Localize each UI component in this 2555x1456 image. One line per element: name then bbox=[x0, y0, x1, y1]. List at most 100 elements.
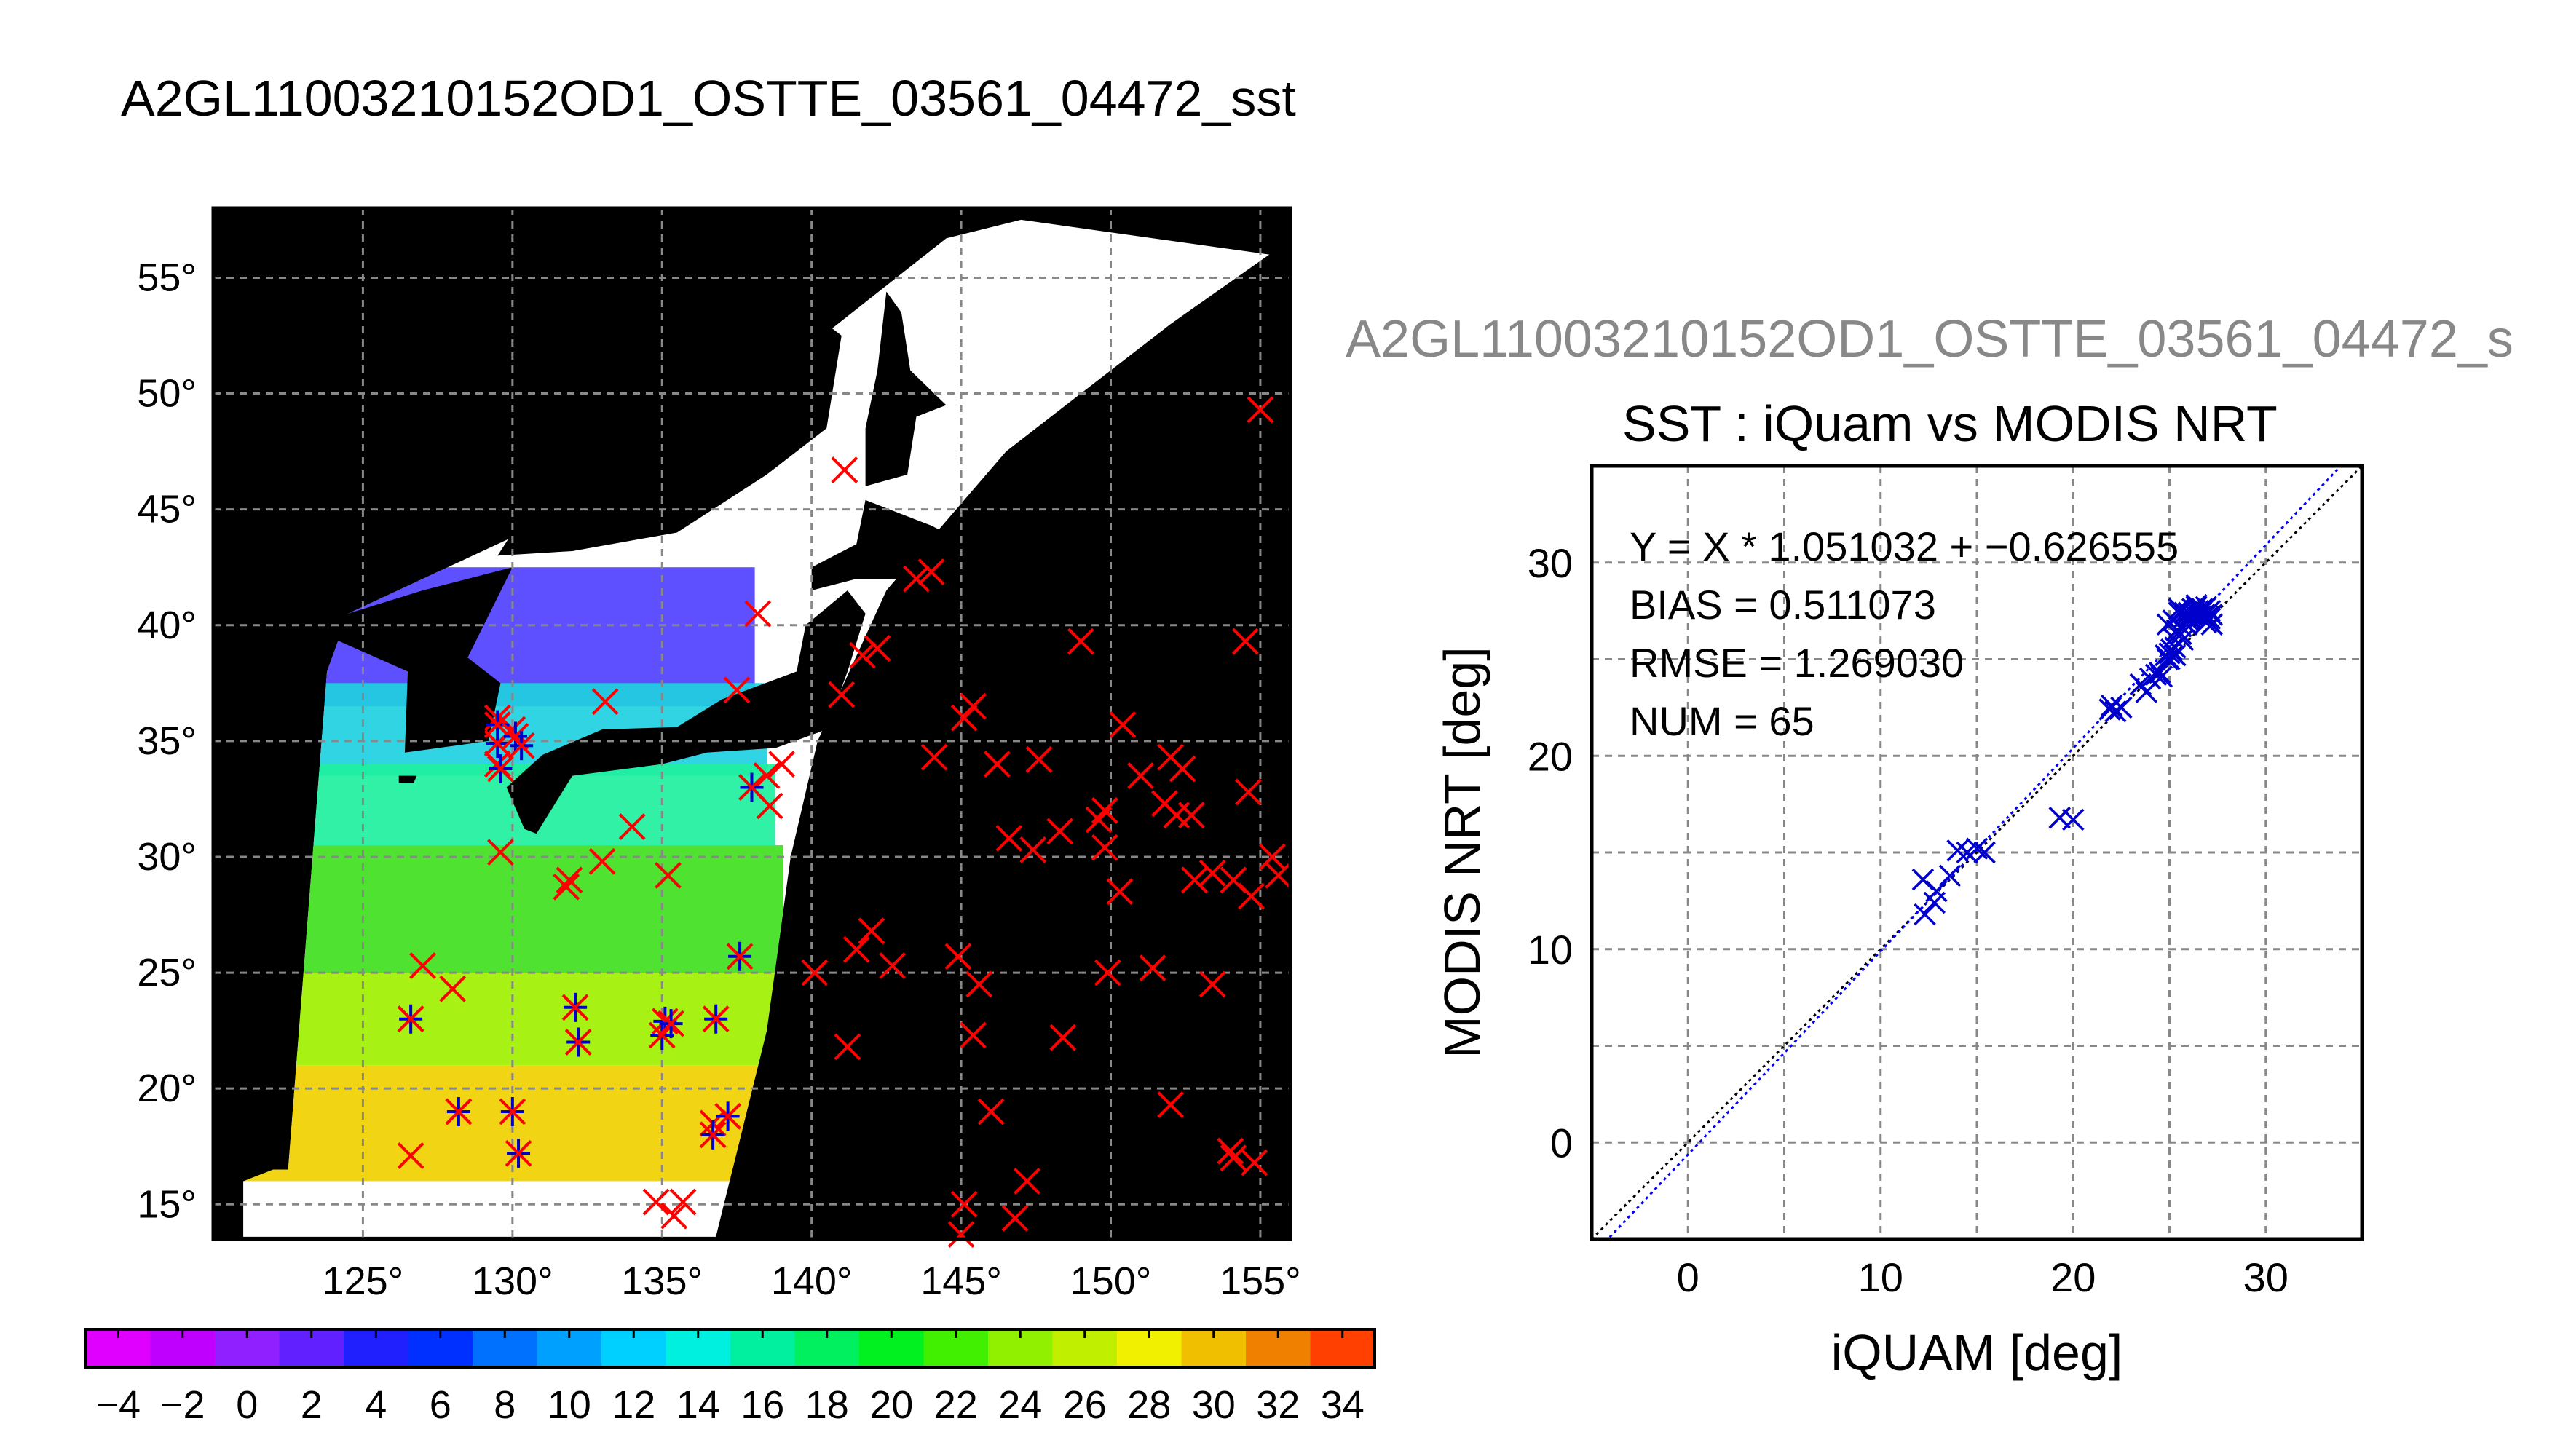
land-mass bbox=[222, 1123, 283, 1182]
scatter-y-tick-label: 20 bbox=[1528, 733, 1573, 779]
in-situ-marker bbox=[960, 1021, 987, 1049]
scatter-point bbox=[2062, 808, 2085, 831]
in-situ-marker bbox=[950, 704, 978, 732]
map-x-tick-label: 150° bbox=[1070, 1259, 1152, 1303]
matchup-marker bbox=[445, 1096, 473, 1126]
matchup-marker bbox=[564, 1027, 592, 1057]
in-situ-marker bbox=[1025, 745, 1053, 773]
land-mass bbox=[506, 590, 866, 834]
in-situ-marker bbox=[744, 600, 772, 628]
scatter-point bbox=[2162, 627, 2185, 649]
colorbar-tick-label: 12 bbox=[612, 1383, 655, 1427]
colorbar-frame bbox=[84, 1328, 1376, 1369]
scatter-point bbox=[2110, 696, 2133, 719]
scatter-point bbox=[2158, 648, 2181, 670]
colorbar-tick-label: 28 bbox=[1127, 1383, 1171, 1427]
in-situ-marker bbox=[1178, 802, 1205, 829]
matchup-marker bbox=[561, 992, 589, 1022]
land-mass bbox=[865, 291, 947, 486]
scatter-point bbox=[2158, 642, 2181, 665]
scatter-point bbox=[2173, 601, 2196, 625]
in-situ-marker bbox=[1001, 1204, 1029, 1232]
map-y-tick-label: 40° bbox=[137, 604, 197, 647]
in-situ-marker bbox=[944, 943, 972, 970]
in-situ-marker bbox=[879, 952, 907, 979]
in-situ-marker bbox=[983, 751, 1011, 778]
in-situ-marker bbox=[960, 692, 987, 720]
colorbar-tick-label: 14 bbox=[676, 1383, 720, 1427]
in-situ-marker bbox=[947, 1221, 975, 1249]
map-x-tick-label: 135° bbox=[621, 1259, 703, 1303]
matchup-marker bbox=[486, 754, 514, 784]
scatter-y-tick-label: 30 bbox=[1528, 540, 1573, 586]
scatter-point bbox=[2181, 598, 2204, 620]
map-x-tick-label: 145° bbox=[920, 1259, 1002, 1303]
scatter-heading: SST : iQuam vs MODIS NRT bbox=[1622, 395, 2278, 452]
land-mass bbox=[219, 968, 267, 1045]
colorbar-tick-label: 2 bbox=[301, 1383, 323, 1427]
scatter-point bbox=[2192, 605, 2216, 628]
scatter-point bbox=[2156, 648, 2179, 670]
map-y-tick-label: 45° bbox=[137, 488, 197, 531]
in-situ-marker bbox=[1198, 970, 1226, 998]
colorbar-tick-label: 30 bbox=[1192, 1383, 1236, 1427]
land-mass bbox=[811, 499, 976, 591]
colorbar-tick-label: 8 bbox=[494, 1383, 516, 1427]
matchup-marker bbox=[508, 731, 535, 761]
in-situ-marker bbox=[618, 813, 646, 841]
land-mass bbox=[398, 775, 417, 783]
in-situ-marker bbox=[950, 1190, 978, 1218]
scatter-point bbox=[2104, 700, 2127, 723]
matchup-marker bbox=[699, 1120, 727, 1150]
matchup-marker bbox=[499, 1096, 526, 1126]
colorbar-tick-label: −4 bbox=[95, 1383, 141, 1427]
colorbar-tick-label: 22 bbox=[934, 1383, 978, 1427]
in-situ-marker bbox=[642, 1188, 670, 1216]
colorbar-tick-label: 24 bbox=[998, 1383, 1042, 1427]
scatter-x-tick-label: 10 bbox=[1858, 1254, 1903, 1300]
in-situ-marker bbox=[1014, 1168, 1040, 1195]
map-y-tick-label: 30° bbox=[137, 835, 197, 879]
map-x-tick-label: 155° bbox=[1220, 1259, 1301, 1303]
in-situ-marker bbox=[1094, 959, 1121, 986]
in-situ-marker bbox=[965, 970, 993, 998]
scatter-point bbox=[2144, 663, 2168, 686]
in-situ-marker bbox=[834, 1033, 861, 1061]
scatter-point bbox=[1925, 879, 1948, 903]
in-situ-marker bbox=[397, 1142, 424, 1169]
in-situ-marker bbox=[1181, 866, 1208, 894]
scatter-x-axis-label: iQUAM [deg] bbox=[1831, 1324, 2123, 1381]
in-situ-marker bbox=[1198, 859, 1226, 887]
in-situ-marker bbox=[439, 975, 467, 1002]
map-y-tick-label: 15° bbox=[137, 1182, 197, 1226]
in-situ-marker bbox=[1106, 878, 1134, 906]
scatter-point bbox=[2150, 665, 2173, 688]
colorbar-tick-label: 20 bbox=[869, 1383, 913, 1427]
in-situ-marker bbox=[903, 565, 930, 593]
in-situ-marker bbox=[753, 762, 781, 790]
colorbar-tick-label: 0 bbox=[236, 1383, 258, 1427]
scatter-point bbox=[2164, 644, 2187, 667]
scatter-point bbox=[1914, 903, 1936, 926]
matchup-points bbox=[397, 710, 765, 1168]
map-grid bbox=[213, 208, 1290, 1239]
colorbar-tick-label: 6 bbox=[430, 1383, 451, 1427]
in-situ-marker bbox=[1049, 1024, 1077, 1051]
in-situ-marker bbox=[1139, 954, 1166, 982]
in-situ-marker bbox=[1265, 862, 1292, 889]
in-situ-marker bbox=[1109, 711, 1137, 739]
in-situ-marker bbox=[849, 641, 876, 669]
scatter-point bbox=[1973, 841, 1996, 864]
colorbar-tick-label: 18 bbox=[805, 1383, 849, 1427]
scatter-point bbox=[1911, 868, 1935, 891]
matchup-marker bbox=[702, 1004, 730, 1034]
one-to-one-line bbox=[1592, 466, 2362, 1239]
in-situ-marker bbox=[801, 959, 829, 986]
in-situ-marker bbox=[553, 873, 580, 901]
in-situ-marker bbox=[655, 862, 682, 889]
scatter-point bbox=[2170, 622, 2192, 646]
in-situ-marker bbox=[409, 952, 436, 979]
map-y-tick-label: 25° bbox=[137, 951, 197, 994]
scatter-x-tick-label: 0 bbox=[1677, 1254, 1699, 1300]
